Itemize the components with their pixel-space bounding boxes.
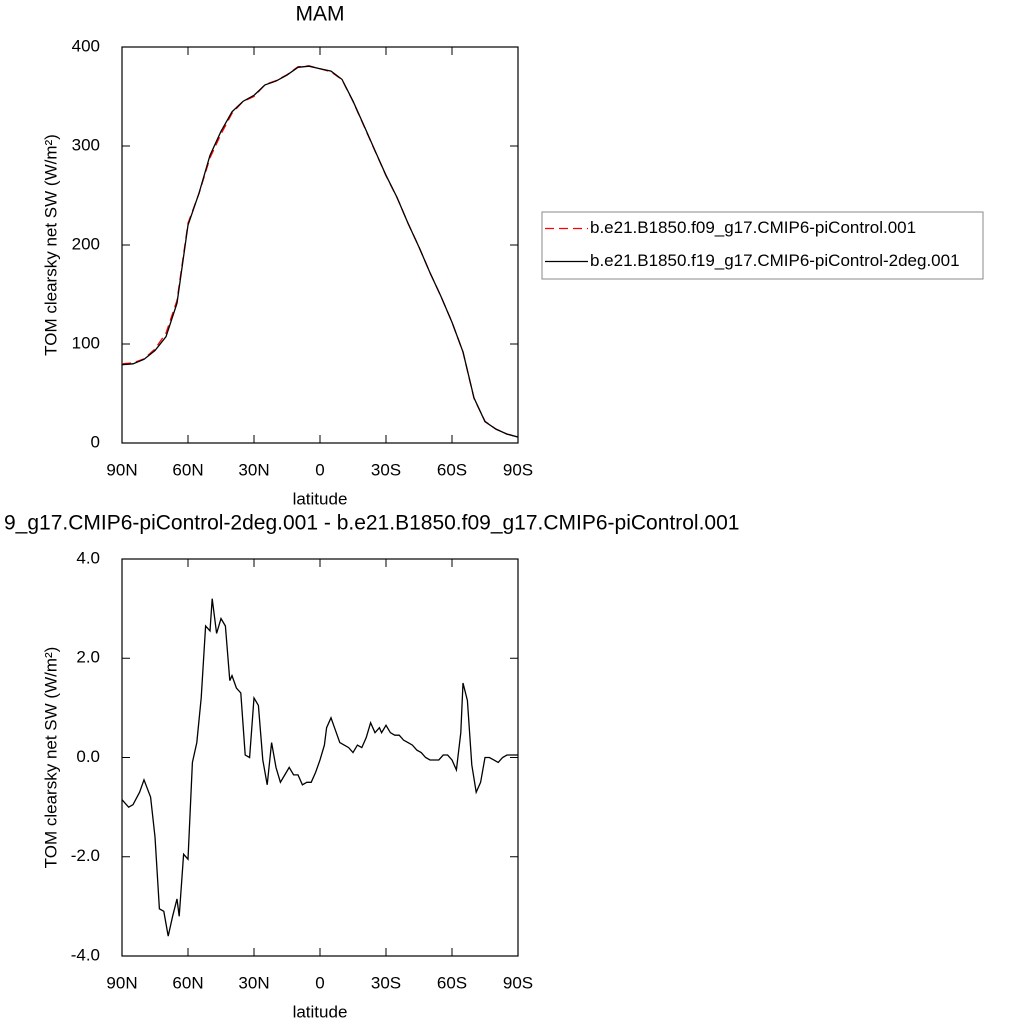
x-tick-label: 60N — [172, 460, 203, 479]
x-tick-label: 90S — [503, 973, 533, 992]
x-axis-label: latitude — [293, 1002, 348, 1021]
x-tick-label: 60S — [437, 973, 467, 992]
plot-frame — [121, 558, 519, 957]
y-tick-label: 0.0 — [76, 747, 100, 766]
x-tick-label: 90N — [106, 973, 137, 992]
x-tick-label: 90N — [106, 460, 137, 479]
data-line — [121, 598, 518, 937]
data-line — [121, 65, 519, 438]
y-tick-label: -2.0 — [71, 846, 100, 865]
x-tick-label: 60N — [172, 973, 203, 992]
y-axis-label: TOM clearsky net SW (W/m²) — [41, 647, 60, 869]
x-axis-label: latitude — [293, 489, 348, 508]
y-tick-label: -4.0 — [71, 945, 100, 964]
x-tick-label: 30N — [238, 460, 269, 479]
plot-frame — [121, 46, 519, 444]
y-tick-label: 0 — [91, 432, 100, 451]
x-tick-label: 60S — [437, 460, 467, 479]
legend-label: b.e21.B1850.f19_g17.CMIP6-piControl-2deg… — [590, 251, 960, 270]
y-tick-label: 4.0 — [76, 548, 100, 567]
y-tick-label: 400 — [72, 36, 100, 55]
y-tick-label: 100 — [72, 333, 100, 352]
chart-title: MAM — [296, 3, 345, 26]
x-tick-label: 0 — [315, 973, 324, 992]
y-tick-label: 200 — [72, 234, 100, 253]
chart-title: 9_g17.CMIP6-piControl-2deg.001 - b.e21.B… — [4, 512, 739, 535]
x-tick-label: 30N — [238, 973, 269, 992]
legend-label: b.e21.B1850.f09_g17.CMIP6-piControl.001 — [590, 218, 916, 237]
x-tick-label: 0 — [315, 460, 324, 479]
y-tick-label: 300 — [72, 135, 100, 154]
x-tick-label: 90S — [503, 460, 533, 479]
data-line — [121, 65, 519, 438]
legend-box — [541, 211, 984, 280]
x-tick-label: 30S — [371, 973, 401, 992]
x-tick-label: 30S — [371, 460, 401, 479]
y-tick-label: 2.0 — [76, 648, 100, 667]
y-axis-label: TOM clearsky net SW (W/m²) — [41, 134, 60, 356]
